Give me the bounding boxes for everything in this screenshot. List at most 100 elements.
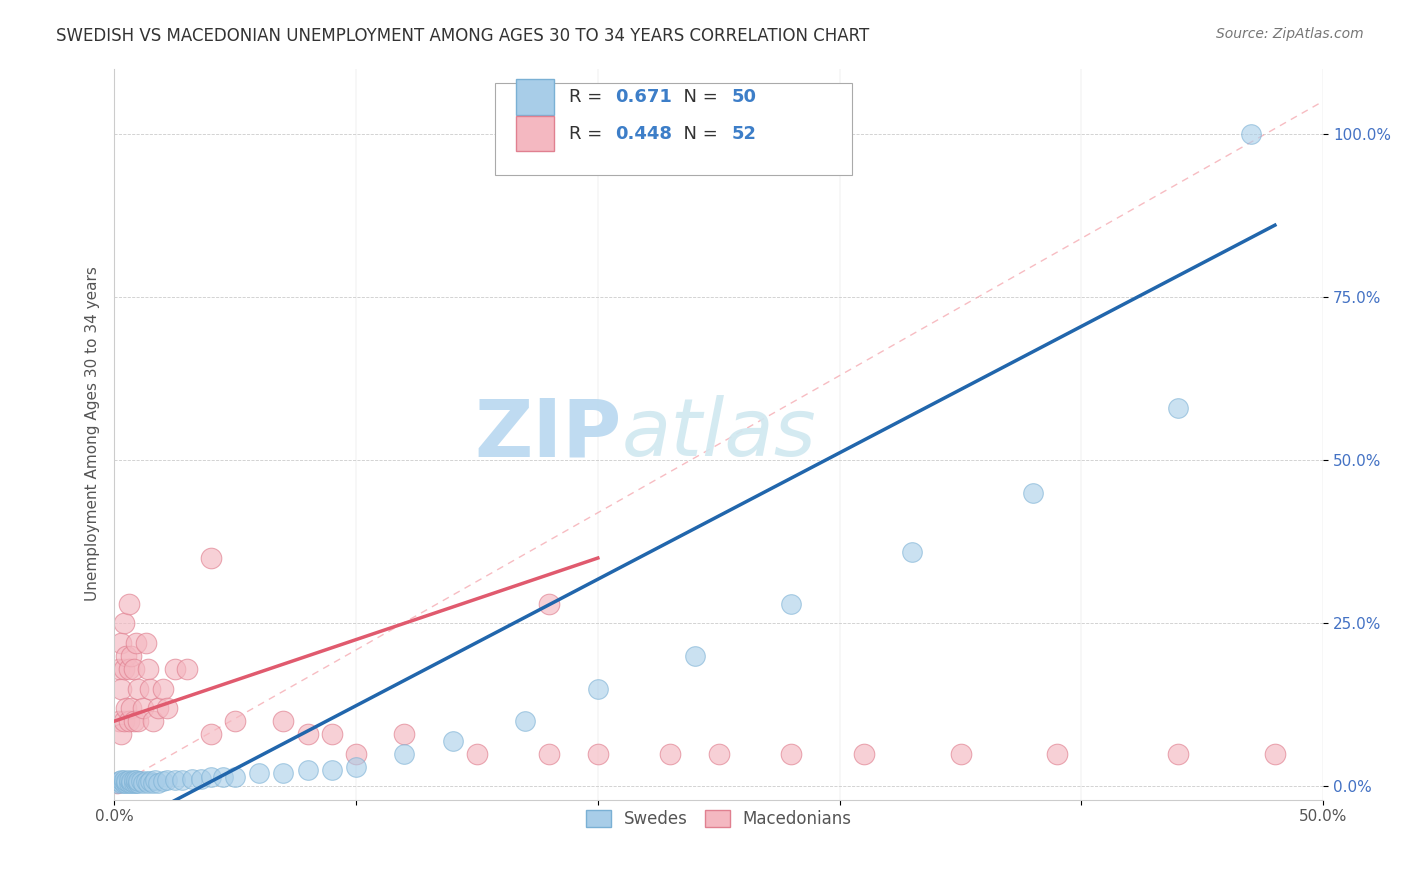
Point <box>586 681 609 696</box>
Point <box>180 772 202 786</box>
Point <box>110 636 132 650</box>
Point <box>247 766 270 780</box>
Point <box>297 727 319 741</box>
Point <box>394 727 416 741</box>
Point <box>110 681 132 696</box>
Point <box>344 747 367 761</box>
Point <box>683 648 706 663</box>
Point <box>321 727 343 741</box>
Point <box>118 772 141 787</box>
Point <box>129 774 152 789</box>
Text: 50: 50 <box>733 88 756 106</box>
Point <box>127 681 149 696</box>
Point <box>112 776 135 790</box>
Point <box>122 714 145 729</box>
Point <box>135 774 157 789</box>
Text: R =: R = <box>569 125 607 143</box>
Point <box>224 714 246 729</box>
Point <box>200 727 222 741</box>
Text: atlas: atlas <box>621 395 817 473</box>
Point <box>1240 127 1263 141</box>
Text: SWEDISH VS MACEDONIAN UNEMPLOYMENT AMONG AGES 30 TO 34 YEARS CORRELATION CHART: SWEDISH VS MACEDONIAN UNEMPLOYMENT AMONG… <box>56 27 869 45</box>
Point <box>108 774 131 789</box>
Point <box>538 597 561 611</box>
Point <box>112 772 135 787</box>
FancyBboxPatch shape <box>516 116 554 151</box>
Point <box>115 774 138 789</box>
Point <box>108 714 131 729</box>
Point <box>139 774 162 789</box>
Point <box>515 714 537 729</box>
Point <box>118 662 141 676</box>
Point <box>122 776 145 790</box>
Point <box>152 774 174 789</box>
Point <box>110 776 132 790</box>
Point <box>105 776 128 790</box>
FancyBboxPatch shape <box>516 79 554 114</box>
Point <box>163 662 186 676</box>
Point <box>297 763 319 777</box>
Point <box>852 747 875 761</box>
Point <box>118 776 141 790</box>
Point <box>143 772 166 787</box>
Point <box>125 636 148 650</box>
Point <box>170 772 193 787</box>
Point <box>321 763 343 777</box>
Point <box>1167 401 1189 415</box>
Point <box>120 774 142 789</box>
Point <box>273 714 295 729</box>
Point <box>152 681 174 696</box>
Point <box>156 772 179 787</box>
Point <box>110 772 132 787</box>
Point <box>142 714 165 729</box>
Point <box>273 766 295 780</box>
Point <box>586 747 609 761</box>
FancyBboxPatch shape <box>495 83 852 175</box>
Point <box>127 774 149 789</box>
Point <box>105 776 128 790</box>
Text: N =: N = <box>672 88 723 106</box>
Point <box>901 544 924 558</box>
Point <box>707 747 730 761</box>
Point <box>146 776 169 790</box>
Text: 0.448: 0.448 <box>614 125 672 143</box>
Text: N =: N = <box>672 125 723 143</box>
Point <box>136 662 159 676</box>
Point <box>115 648 138 663</box>
Point <box>115 701 138 715</box>
Point <box>135 636 157 650</box>
Point <box>163 772 186 787</box>
Point <box>112 662 135 676</box>
Legend: Swedes, Macedonians: Swedes, Macedonians <box>579 804 859 835</box>
Point <box>127 776 149 790</box>
Text: ZIP: ZIP <box>475 395 621 473</box>
Point <box>224 770 246 784</box>
Point <box>136 776 159 790</box>
Point <box>115 776 138 790</box>
Point <box>120 776 142 790</box>
Point <box>176 662 198 676</box>
Point <box>139 681 162 696</box>
Point <box>1361 747 1384 761</box>
Point <box>122 662 145 676</box>
Point <box>200 551 222 566</box>
Point <box>200 770 222 784</box>
Y-axis label: Unemployment Among Ages 30 to 34 years: Unemployment Among Ages 30 to 34 years <box>86 267 100 601</box>
Point <box>659 747 682 761</box>
Point <box>110 727 132 741</box>
Point <box>780 597 803 611</box>
Point <box>212 770 235 784</box>
Point <box>112 616 135 631</box>
Point <box>1264 747 1286 761</box>
Point <box>132 776 155 790</box>
Point <box>538 747 561 761</box>
Text: 0.671: 0.671 <box>614 88 672 106</box>
Point <box>394 747 416 761</box>
Text: 52: 52 <box>733 125 756 143</box>
Point <box>125 776 148 790</box>
Text: Source: ZipAtlas.com: Source: ZipAtlas.com <box>1216 27 1364 41</box>
Text: R =: R = <box>569 88 607 106</box>
Point <box>949 747 972 761</box>
Point <box>146 701 169 715</box>
Point <box>125 772 148 787</box>
